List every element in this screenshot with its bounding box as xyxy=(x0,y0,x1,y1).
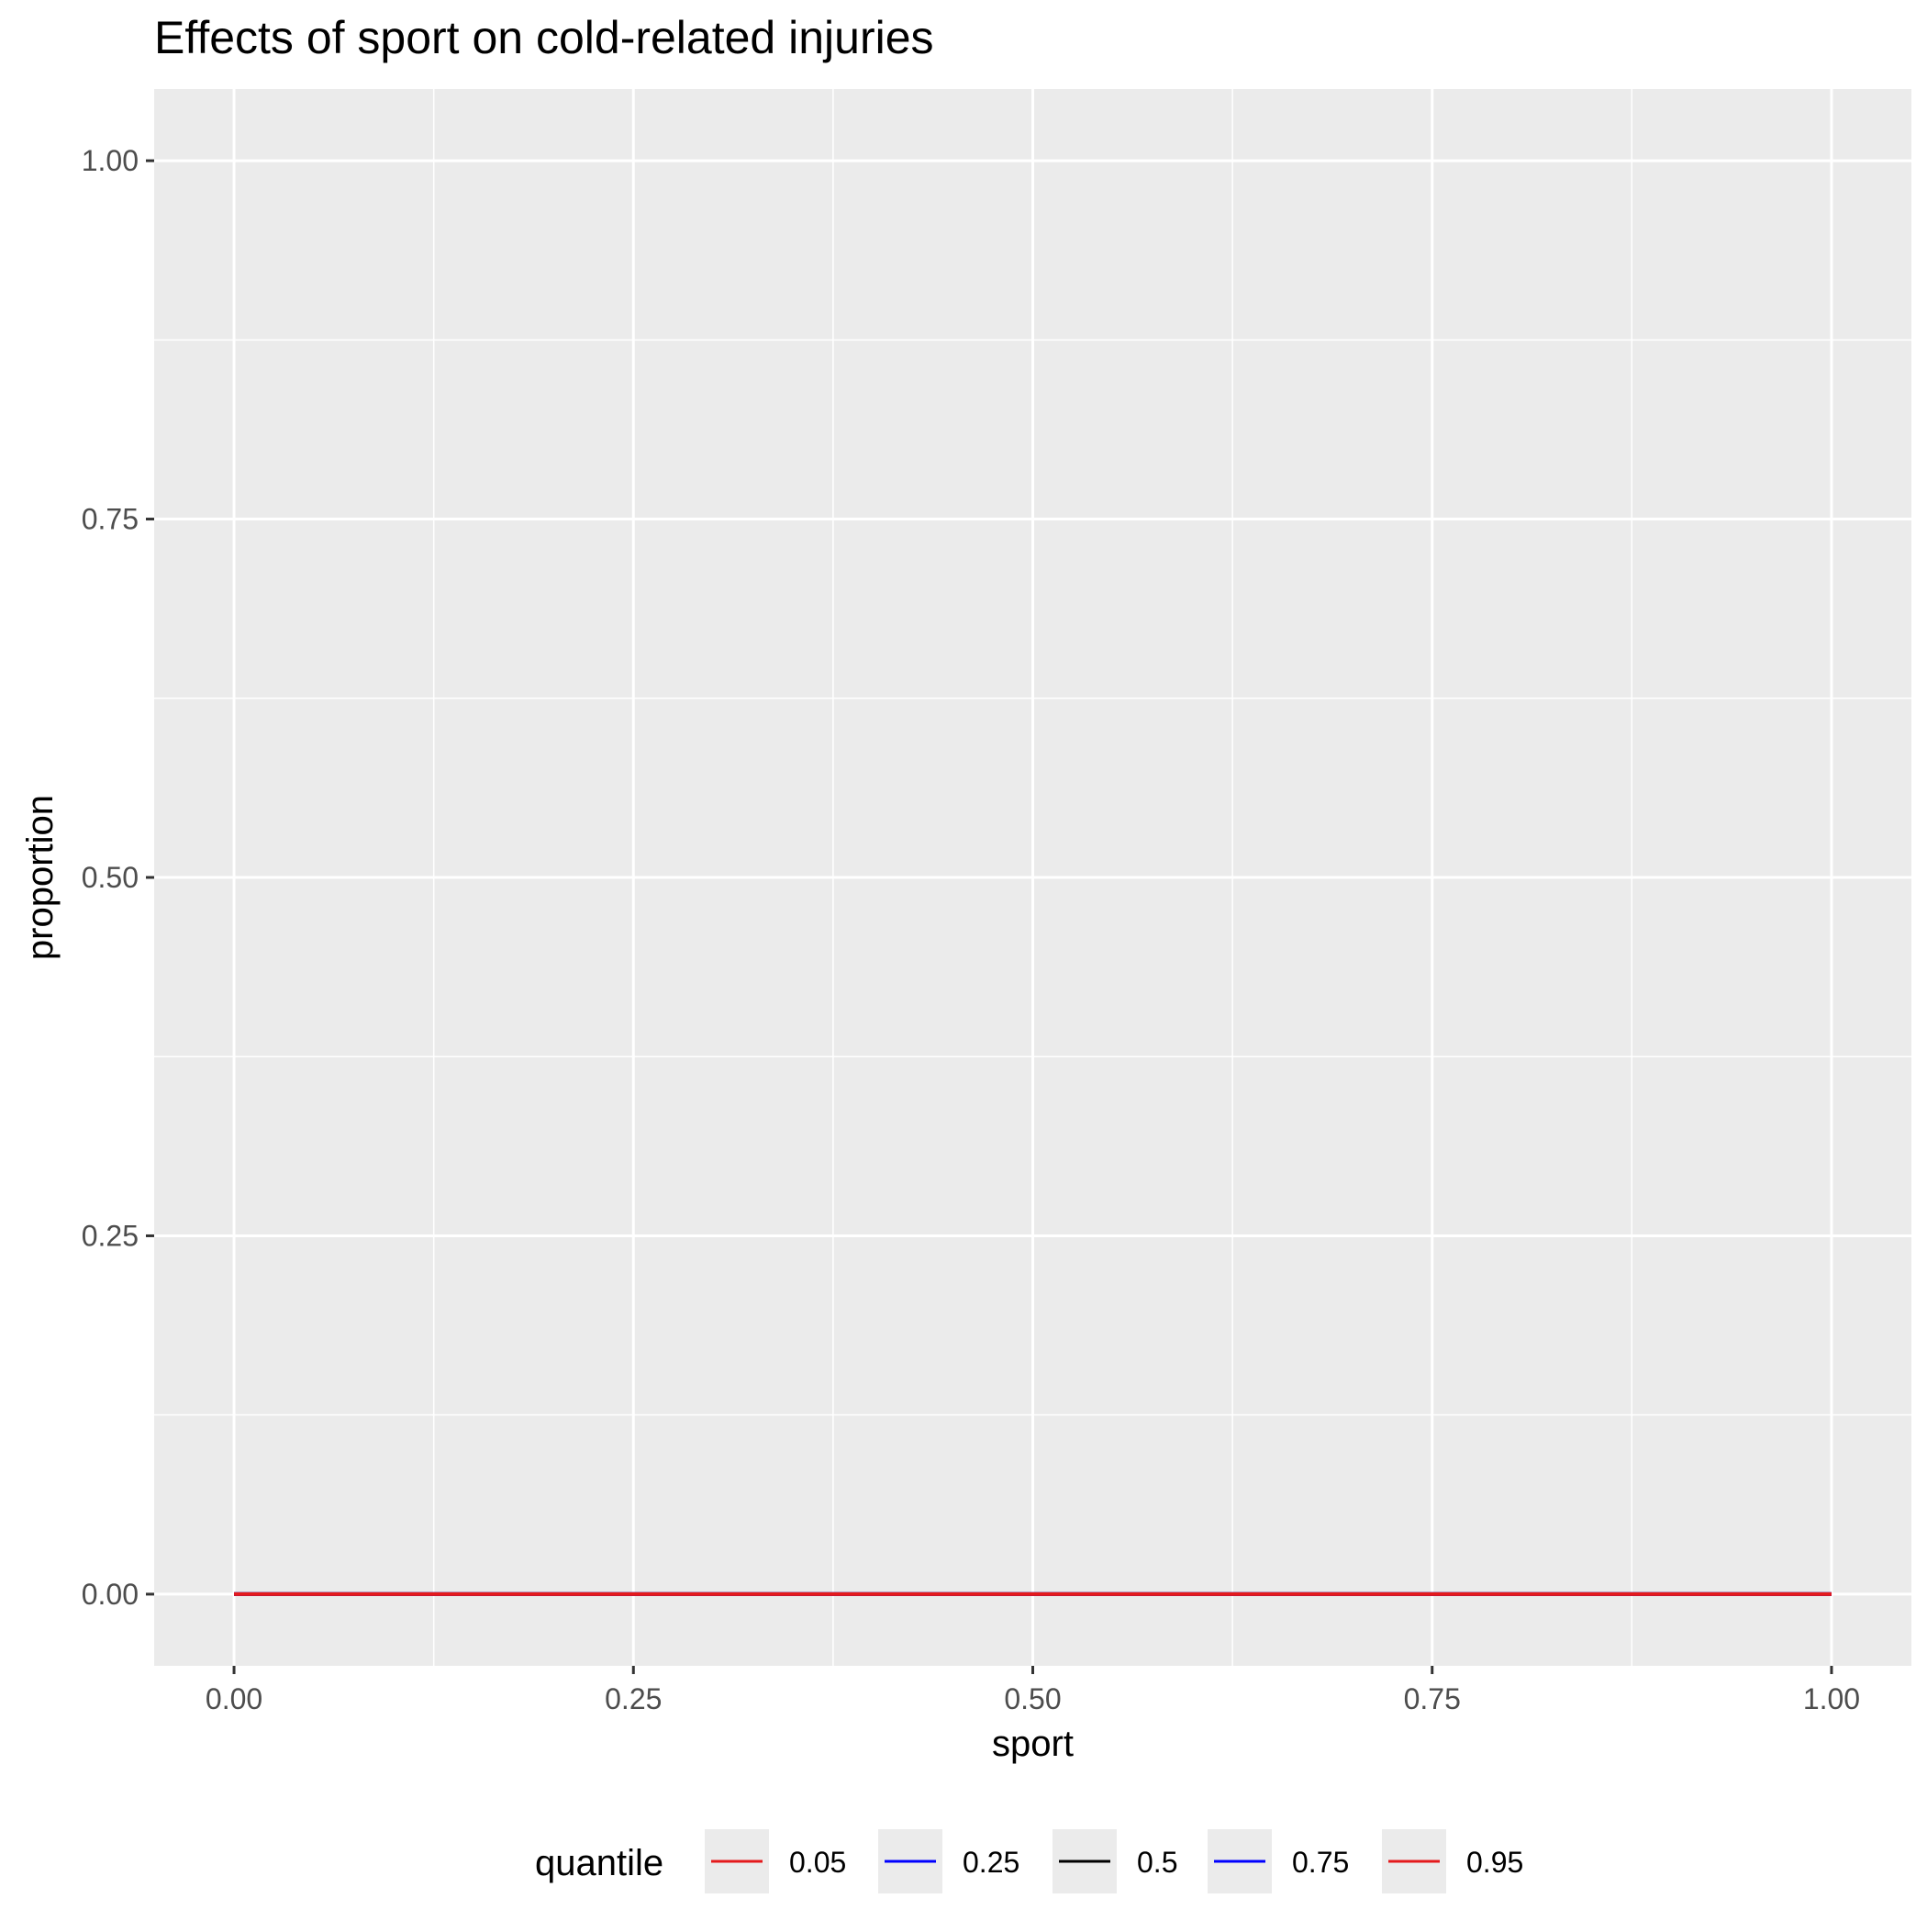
x-tick-label: 0.50 xyxy=(1004,1682,1061,1715)
x-tick-label: 1.00 xyxy=(1803,1682,1860,1715)
legend-items: 0.05 0.25 0.5 0.75 0.95 xyxy=(705,1829,1523,1893)
y-tick-label: 0.25 xyxy=(82,1219,139,1252)
x-axis-title: sport xyxy=(992,1724,1074,1764)
legend-label: 0.25 xyxy=(963,1846,1019,1879)
legend: quantile 0.05 0.25 0.5 0.75 0.95 xyxy=(535,1829,1523,1893)
legend-title: quantile xyxy=(535,1843,663,1883)
y-axis: 0.00 0.25 0.50 0.75 1.00 xyxy=(82,144,154,1611)
y-axis-title: proportion xyxy=(20,795,61,960)
x-tick-label: 0.00 xyxy=(206,1682,262,1715)
y-tick-label: 0.75 xyxy=(82,503,139,536)
chart-title: Effects of sport on cold-related injurie… xyxy=(154,12,934,63)
legend-label: 0.95 xyxy=(1466,1846,1523,1879)
legend-label: 0.5 xyxy=(1137,1846,1177,1879)
major-gridlines xyxy=(154,89,1911,1666)
y-tick-label: 0.00 xyxy=(82,1578,139,1611)
y-tick-label: 0.50 xyxy=(82,861,139,894)
x-tick-label: 0.75 xyxy=(1404,1682,1461,1715)
legend-label: 0.05 xyxy=(789,1846,846,1879)
y-tick-label: 1.00 xyxy=(82,144,139,177)
legend-label: 0.75 xyxy=(1292,1846,1349,1879)
x-tick-label: 0.25 xyxy=(605,1682,662,1715)
x-axis: 0.00 0.25 0.50 0.75 1.00 xyxy=(206,1666,1860,1715)
